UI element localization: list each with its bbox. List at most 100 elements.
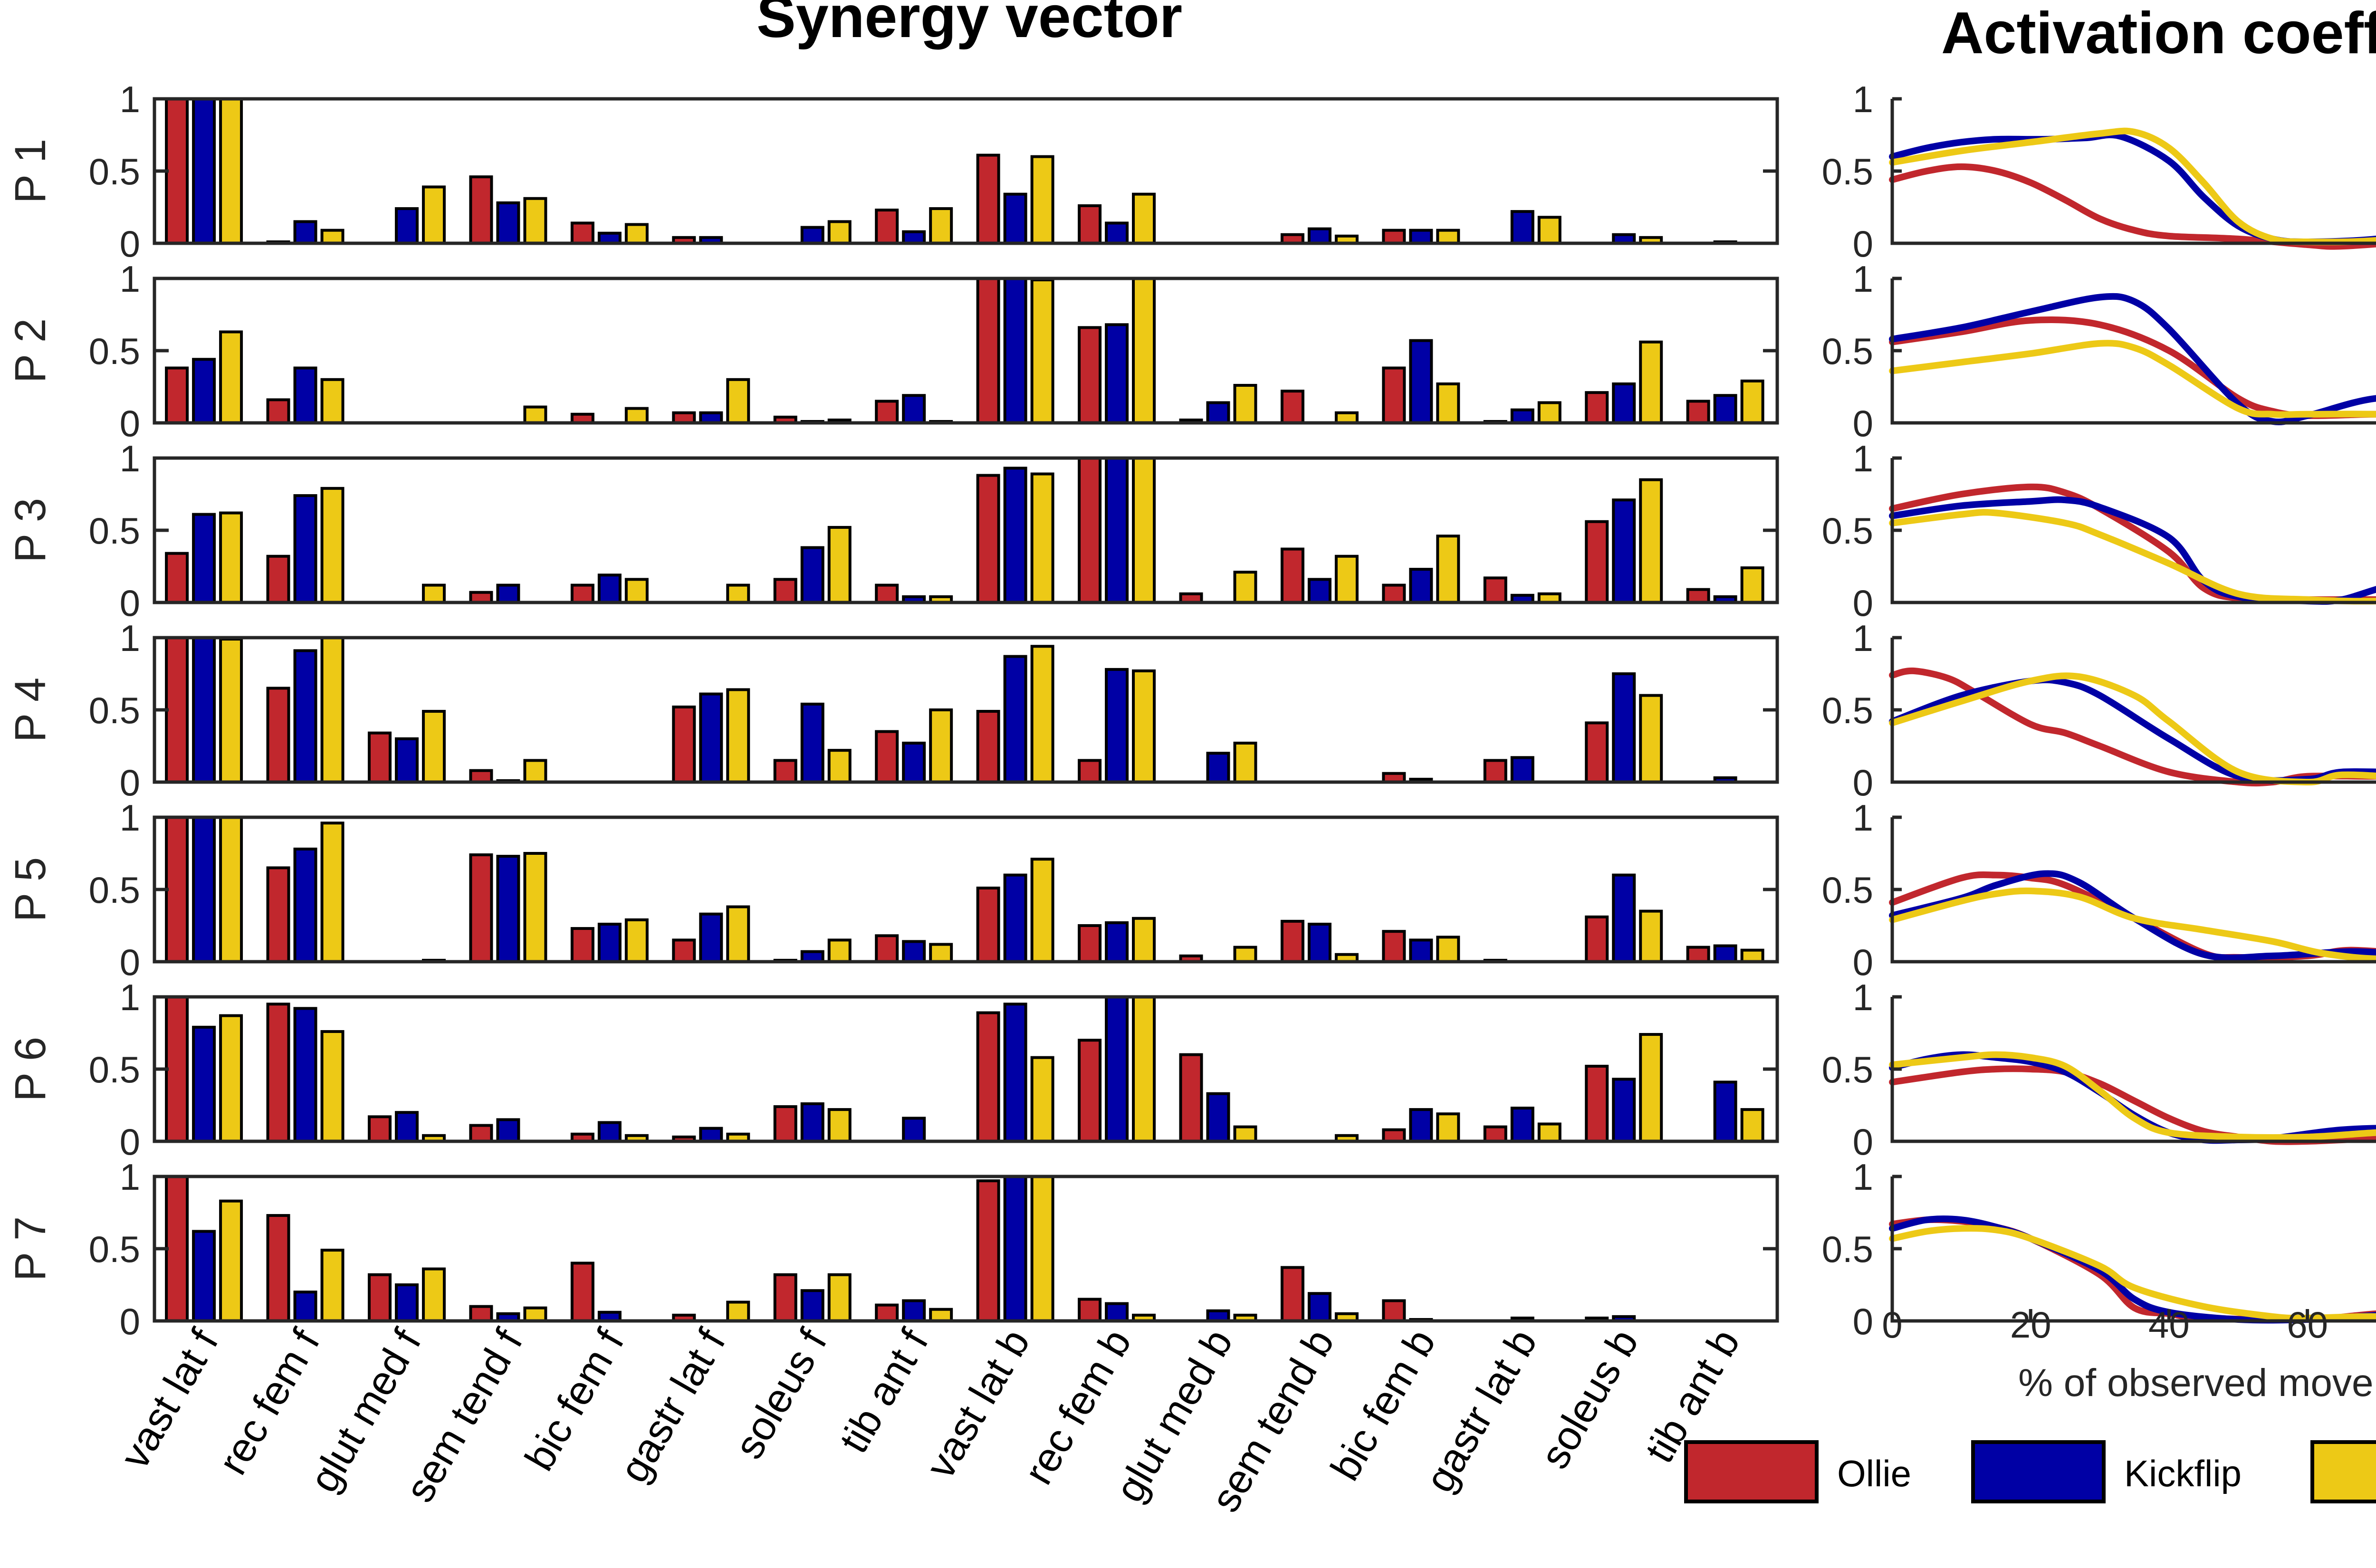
bar-360-flip-gastr-lat-b: [1537, 1122, 1562, 1143]
y-tick-label: 1: [1853, 1156, 1873, 1198]
bar-ollie-tib-ant-f: [875, 209, 899, 245]
synergy-panel-4: 0 0.5 1 P 4: [6, 617, 1779, 803]
bar-ollie-sem-tend-f: [469, 1124, 493, 1143]
y-tick-label: 1: [1853, 797, 1873, 839]
y-tick-label: 0: [1853, 1300, 1873, 1342]
bar-360-flip-rec-fem-b: [1132, 457, 1156, 604]
y-tick-label: 0: [1853, 582, 1873, 624]
bar-ollie-rec-fem-b: [1078, 759, 1102, 784]
activation-axes: [1890, 99, 2376, 245]
muscle-label: tib ant f: [831, 1321, 938, 1461]
activation-line-ollie: [1889, 316, 2376, 419]
activation-coefficient-title: Activation coefficient: [1941, 0, 2376, 66]
bar-ollie-rec-fem-f: [266, 1214, 290, 1323]
bar-ollie-rec-fem-f: [266, 687, 290, 784]
bar-360-flip-glut-med-f: [422, 583, 446, 604]
bar-ollie-tib-ant-f: [875, 934, 899, 964]
y-tick-label: 0.5: [89, 689, 140, 731]
activation-panel-5: 00.51: [1822, 797, 2376, 983]
legend-swatch: [1971, 1440, 2106, 1503]
synergy-panel-frame: [153, 277, 1779, 425]
bar-360-flip-bic-fem-b: [1436, 936, 1460, 963]
bar-360-flip-bic-fem-f: [624, 223, 649, 245]
bar-kickflip-rec-fem-f: [293, 366, 317, 424]
bar-kickflip-vast-lat-f: [192, 97, 216, 245]
bar-360-flip-glut-med-f: [422, 1267, 446, 1323]
bar-kickflip-rec-fem-b: [1105, 323, 1129, 425]
bar-kickflip-tib-ant-f: [902, 1299, 926, 1322]
bar-kickflip-rec-fem-b: [1105, 921, 1129, 964]
bar-kickflip-sem-tend-b: [1307, 922, 1332, 963]
bar-ollie-rec-fem-b: [1078, 457, 1102, 604]
bar-ollie-bic-fem-f: [570, 221, 594, 245]
synergy-vector-panels: 0 0.5 1 P 1 0 0.5 1 P 2 0 0.5 1 P 3 0 0.5 1 P 4 0 0.5 1 P 5…: [6, 78, 1779, 1342]
bar-360-flip-gastr-lat-f: [726, 1300, 750, 1322]
bar-ollie-tib-ant-f: [875, 1303, 899, 1323]
bar-ollie-rec-fem-b: [1078, 326, 1102, 424]
bar-kickflip-vast-lat-b: [1003, 277, 1027, 424]
activation-panel-3: 00.51: [1822, 438, 2376, 624]
bar-360-flip-rec-fem-f: [320, 822, 345, 964]
bar-ollie-bic-fem-b: [1382, 229, 1406, 245]
bar-kickflip-bic-fem-b: [1409, 229, 1433, 245]
bar-ollie-vast-lat-b: [976, 886, 1000, 963]
activation-line-360-flip: [1889, 1051, 2376, 1141]
bar-kickflip-tib-ant-b: [1713, 394, 1737, 424]
bar-kickflip-sem-tend-f: [496, 201, 520, 245]
bar-ollie-rec-fem-f: [266, 555, 290, 604]
bar-360-flip-tib-ant-f: [929, 1308, 953, 1322]
bar-kickflip-vast-lat-f: [192, 513, 216, 604]
bar-kickflip-bic-fem-b: [1409, 938, 1433, 964]
bar-ollie-bic-fem-b: [1382, 366, 1406, 424]
bar-kickflip-sem-tend-b: [1307, 1292, 1332, 1322]
activation-line-kickflip: [1889, 496, 2376, 605]
y-tick-label: 0.5: [1822, 869, 1873, 911]
bar-kickflip-vast-lat-f: [192, 358, 216, 424]
bar-360-flip-soleus-b: [1639, 1033, 1663, 1143]
bar-ollie-vast-lat-f: [165, 97, 189, 245]
bar-kickflip-tib-ant-f: [902, 741, 926, 784]
y-tick-label: 0.5: [1822, 151, 1873, 192]
bar-360-flip-sem-tend-f: [523, 1306, 547, 1322]
bar-360-flip-tib-ant-b: [1740, 566, 1764, 604]
y-tick-label: 0: [120, 402, 140, 444]
participant-label: P 7: [6, 1216, 55, 1281]
bar-360-flip-vast-lat-f: [219, 638, 243, 784]
bar-360-flip-rec-fem-f: [320, 487, 345, 604]
bar-ollie-vast-lat-b: [976, 1179, 1000, 1323]
bar-ollie-tib-ant-f: [875, 730, 899, 784]
bar-360-flip-bic-fem-f: [624, 918, 649, 963]
y-tick-label: 1: [120, 797, 140, 839]
y-tick-label: 0: [120, 762, 140, 803]
bar-kickflip-rec-fem-b: [1105, 995, 1129, 1143]
x-tick-label: 20: [2010, 1304, 2051, 1346]
bar-ollie-sem-tend-b: [1280, 919, 1304, 964]
bar-ollie-soleus-f: [773, 578, 797, 604]
y-tick-label: 1: [120, 617, 140, 659]
bar-kickflip-rec-fem-f: [293, 220, 317, 245]
bar-360-flip-bic-fem-b: [1436, 1112, 1460, 1143]
y-tick-label: 0.5: [1822, 1049, 1873, 1090]
bar-360-flip-sem-tend-f: [523, 405, 547, 424]
synergy-panel-5: 0 0.5 1 P 5: [6, 797, 1779, 983]
bar-kickflip-glut-med-b: [1206, 752, 1230, 784]
activation-line-ollie: [1889, 483, 2376, 603]
bar-ollie-bic-fem-b: [1382, 1299, 1406, 1322]
bar-kickflip-rec-fem-b: [1105, 1302, 1129, 1323]
bar-ollie-soleus-b: [1585, 721, 1609, 784]
bar-360-flip-tib-ant-f: [929, 207, 953, 245]
synergy-panel-6: 0 0.5 1 P 6: [6, 976, 1779, 1163]
activation-line-kickflip: [1889, 131, 2376, 245]
participant-label: P 3: [6, 498, 55, 563]
bar-360-flip-glut-med-f: [422, 185, 446, 245]
participant-label: P 4: [6, 678, 55, 742]
bar-360-flip-tib-ant-f: [929, 943, 953, 964]
bar-kickflip-rec-fem-f: [293, 494, 317, 604]
bar-360-flip-vast-lat-f: [219, 1014, 243, 1143]
activation-line-360-flip: [1889, 1225, 2376, 1322]
bar-ollie-gastr-lat-b: [1483, 759, 1507, 784]
bar-kickflip-tib-ant-f: [902, 940, 926, 963]
bar-kickflip-soleus-b: [1612, 672, 1636, 784]
